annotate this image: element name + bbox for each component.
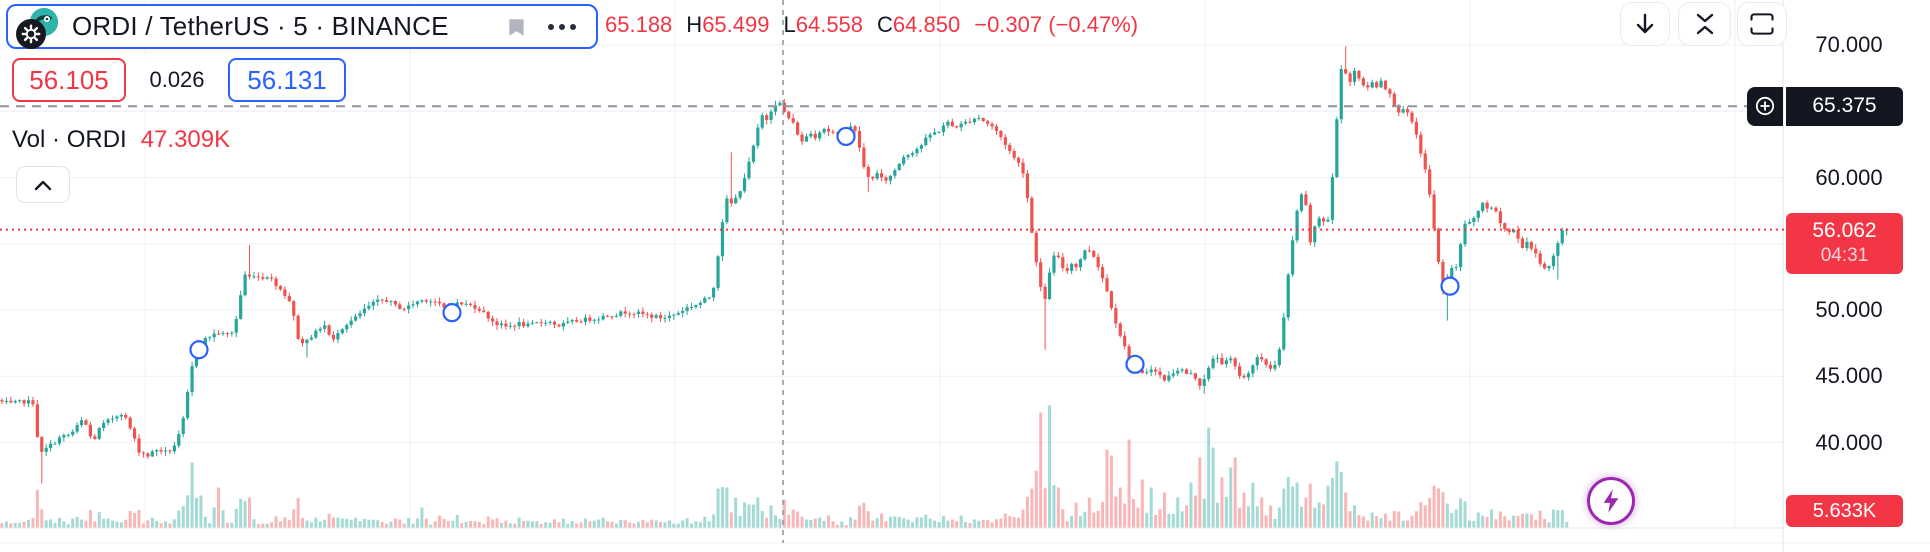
volume-study-value: 47.309K xyxy=(140,126,231,153)
volume-study-row: Vol · ORDI 47.309K xyxy=(12,126,230,154)
sell-button[interactable]: 56.105 xyxy=(12,58,126,102)
symbol-title: ORDI / TetherUS · 5 · BINANCE xyxy=(72,11,449,41)
gear-icon xyxy=(16,19,46,49)
price-axis-label: 50.000 xyxy=(1815,297,1883,322)
price-axis-label: 60.000 xyxy=(1815,164,1883,190)
ohlc-readout: 65.188 H65.499 L64.558 C64.850 −0.307 (−… xyxy=(605,12,1139,37)
lightning-bolt-icon xyxy=(1603,489,1619,513)
minimize-pane-button[interactable] xyxy=(1678,2,1731,46)
ohlc-change: −0.307 (−0.47%) xyxy=(974,12,1139,37)
price-axis-label: 40.000 xyxy=(1815,429,1883,455)
fullscreen-icon xyxy=(1750,13,1774,35)
ohlc-close: 64.850 xyxy=(892,12,961,37)
instant-order-button[interactable] xyxy=(1587,477,1635,525)
more-options-icon[interactable] xyxy=(548,6,576,47)
circle-plus-icon xyxy=(1755,97,1775,116)
price-axis-label: 45.000 xyxy=(1815,363,1883,389)
price-axis-label: 70.000 xyxy=(1815,32,1883,57)
volume-axis-badge: 5.633K xyxy=(1786,495,1903,527)
spread-value: 0.026 xyxy=(128,58,226,102)
symbol-info-box[interactable]: ORDI / TetherUS · 5 · BINANCE xyxy=(6,4,598,49)
alert-price-badge[interactable]: 65.375 xyxy=(1786,86,1903,126)
flag-icon[interactable] xyxy=(506,17,528,44)
arrow-down-icon xyxy=(1636,13,1654,34)
collapse-vertical-icon xyxy=(1696,13,1713,35)
ohlc-low: 64.558 xyxy=(795,12,864,37)
fullscreen-button[interactable] xyxy=(1737,2,1787,46)
volume-study-label: Vol · ORDI xyxy=(12,126,127,153)
ohlc-open: 65.188 xyxy=(605,12,673,37)
collapse-pane-button[interactable] xyxy=(16,166,70,203)
last-price-value: 56.062 xyxy=(1812,219,1877,243)
last-price-badge: 56.062 04:31 xyxy=(1786,212,1903,274)
bar-countdown: 04:31 xyxy=(1820,245,1869,267)
ohlc-high: 65.499 xyxy=(702,12,770,37)
scroll-to-recent-button[interactable] xyxy=(1620,2,1670,46)
buy-button[interactable]: 56.131 xyxy=(228,58,346,102)
alert-plus-button[interactable] xyxy=(1747,86,1783,126)
chevron-up-icon xyxy=(34,180,52,190)
